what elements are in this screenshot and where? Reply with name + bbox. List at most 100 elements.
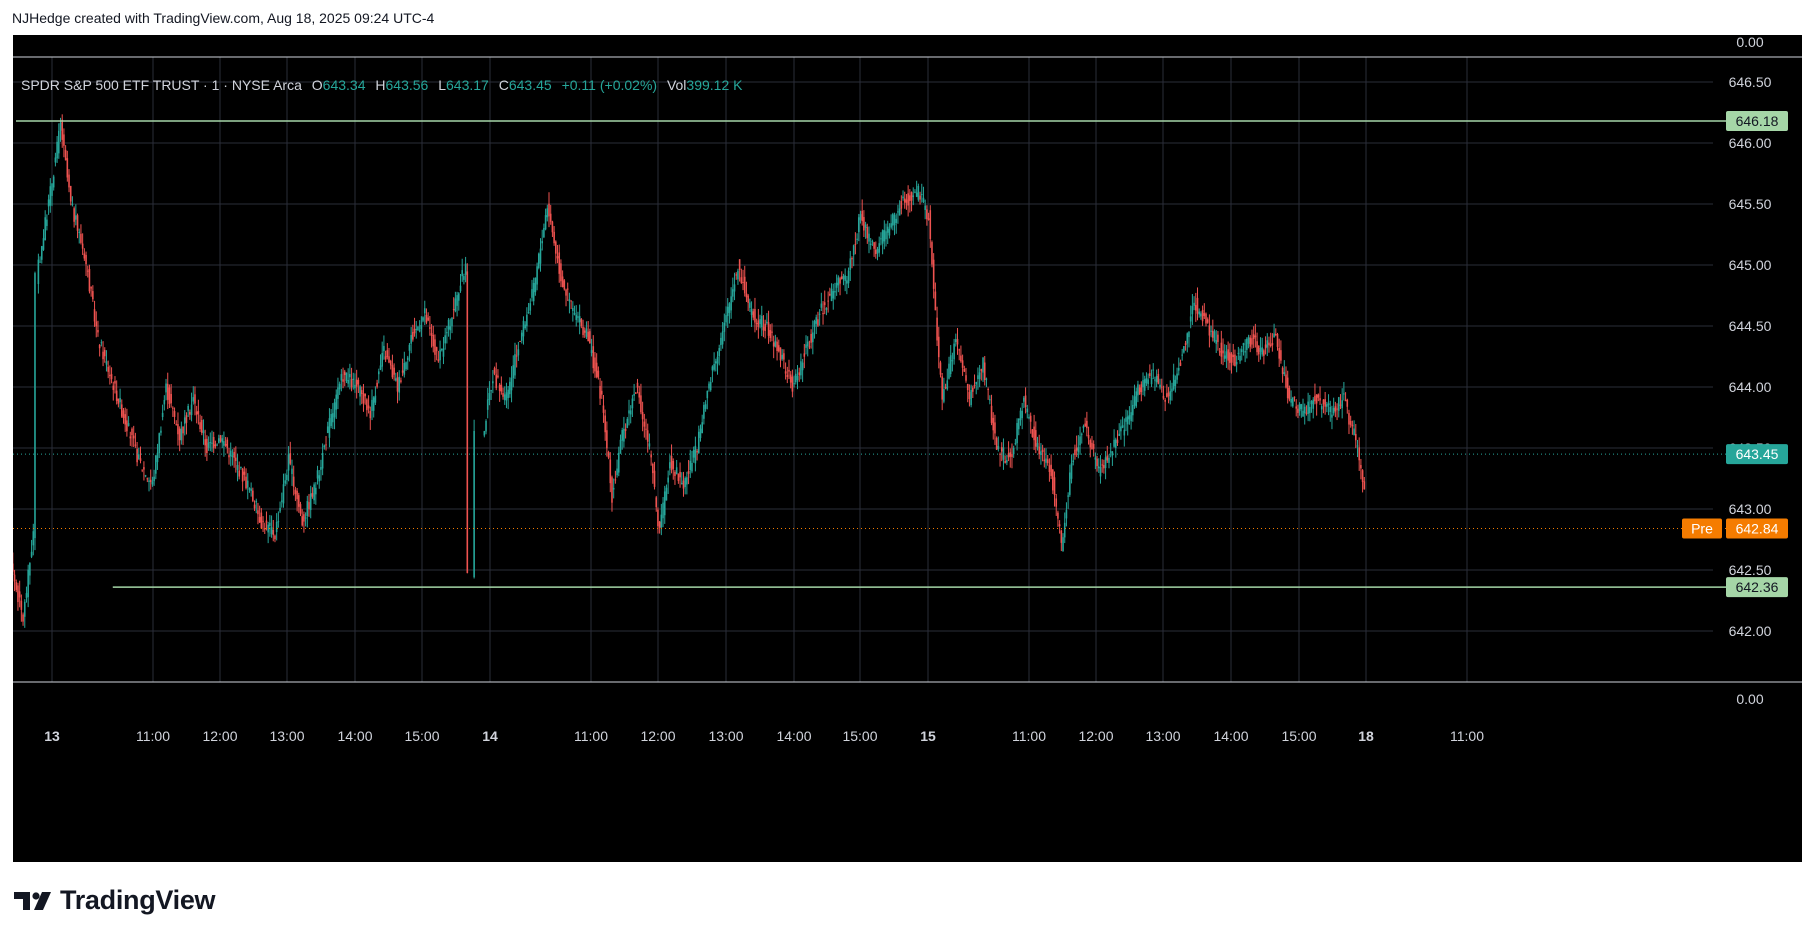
candle-body-650 bbox=[1118, 433, 1120, 436]
candle-body-175 bbox=[296, 490, 298, 500]
candle-body-292 bbox=[509, 381, 511, 395]
candle-body-661 bbox=[1137, 384, 1139, 396]
x-tick-label-9: 13:00 bbox=[708, 728, 743, 744]
candle-body-358 bbox=[621, 430, 623, 441]
candle-body-143 bbox=[241, 468, 244, 482]
candle-body-316 bbox=[549, 213, 552, 222]
candle-body-460 bbox=[795, 373, 797, 383]
tradingview-logo[interactable]: TradingView bbox=[14, 885, 216, 916]
candle-body-123 bbox=[207, 442, 210, 448]
candle-body-228 bbox=[386, 350, 389, 358]
premarket-price-line-label: 642.84 bbox=[1736, 521, 1779, 537]
candle-body-612 bbox=[1053, 477, 1056, 495]
candle-body-239 bbox=[405, 362, 407, 370]
candle-body-586 bbox=[1009, 452, 1012, 457]
candle-body-116 bbox=[195, 411, 198, 415]
candle-body-693 bbox=[1191, 306, 1194, 315]
candle-body-566 bbox=[975, 382, 978, 385]
candle-body-462 bbox=[798, 372, 801, 376]
chart-pane[interactable]: 0.00 646.50 646.00 645.50 645.00 644.50 644.00… bbox=[13, 35, 1802, 862]
candle-body-260 bbox=[440, 349, 443, 351]
candle-body-274 bbox=[464, 263, 467, 275]
candle-body-209 bbox=[354, 384, 356, 389]
candle-body-351 bbox=[609, 459, 612, 484]
candle-body-597 bbox=[1028, 417, 1030, 419]
candle-body-337 bbox=[585, 328, 588, 337]
candle-body-76 bbox=[127, 423, 130, 426]
candle-body-190 bbox=[321, 452, 324, 469]
candle-body-33 bbox=[54, 157, 57, 163]
candle-body-69 bbox=[115, 390, 118, 401]
candle-body-430 bbox=[743, 276, 746, 294]
price-chart[interactable]: 0.00 646.50 646.00 645.50 645.00 644.50 644.00… bbox=[13, 35, 1802, 862]
candle-body-427 bbox=[738, 259, 741, 270]
candle-body-357 bbox=[619, 439, 622, 454]
candle-body-28 bbox=[46, 219, 48, 226]
candle-body-142 bbox=[240, 466, 242, 468]
candle-body-66 bbox=[110, 374, 113, 380]
candle-body-645 bbox=[1109, 451, 1112, 453]
candle-body-126 bbox=[212, 436, 215, 449]
candle-body-103 bbox=[173, 411, 176, 417]
candle-body-145 bbox=[245, 476, 247, 489]
candle-body-738 bbox=[1268, 342, 1270, 346]
candle-body-574 bbox=[989, 399, 991, 401]
candle-body-331 bbox=[575, 314, 578, 320]
candle-body-255 bbox=[432, 334, 435, 347]
candle-body-533 bbox=[919, 195, 921, 200]
candle-body-80 bbox=[134, 444, 137, 446]
candle-body-673 bbox=[1157, 373, 1160, 384]
candle-body-27 bbox=[44, 217, 46, 241]
candle-body-488 bbox=[842, 276, 845, 280]
candle-body-656 bbox=[1128, 415, 1131, 420]
candle-body-47 bbox=[78, 231, 81, 234]
candle-body-523 bbox=[902, 196, 904, 199]
candle-body-434 bbox=[750, 308, 753, 315]
x-tick-label-4: 14:00 bbox=[337, 728, 372, 744]
candle-body-12 bbox=[17, 585, 19, 603]
candle-body-709 bbox=[1218, 351, 1221, 353]
candle-body-115 bbox=[194, 394, 196, 404]
candle-body-755 bbox=[1297, 408, 1299, 413]
candle-body-62 bbox=[103, 349, 106, 357]
candle-body-246 bbox=[417, 326, 419, 331]
candle-body-509 bbox=[878, 243, 881, 253]
y-tick-label-0: 646.50 bbox=[1729, 74, 1772, 90]
candle-body-737 bbox=[1266, 340, 1269, 348]
candle-body-581 bbox=[1000, 447, 1003, 452]
candle-body-559 bbox=[963, 368, 966, 372]
candle-body-42 bbox=[69, 185, 72, 202]
candle-body-711 bbox=[1222, 350, 1224, 354]
candle-body-763 bbox=[1310, 400, 1313, 405]
candle-body-332 bbox=[577, 316, 579, 318]
candle-body-713 bbox=[1225, 351, 1228, 359]
candle-body-623 bbox=[1072, 460, 1075, 463]
candle-body-85 bbox=[143, 467, 145, 470]
candle-body-770 bbox=[1322, 399, 1325, 405]
candle-body-524 bbox=[903, 198, 906, 203]
candle-body-293 bbox=[510, 377, 513, 391]
candle-body-685 bbox=[1177, 368, 1180, 371]
candle-body-341 bbox=[592, 346, 595, 369]
candle-body-684 bbox=[1176, 373, 1178, 380]
candle-body-288 bbox=[502, 393, 504, 397]
candle-body-301 bbox=[524, 324, 526, 329]
candle-body-73 bbox=[122, 410, 125, 418]
candle-body-161 bbox=[272, 529, 275, 535]
candle-body-622 bbox=[1070, 463, 1073, 479]
candle-body-478 bbox=[825, 308, 828, 310]
candle-body-13 bbox=[18, 591, 21, 598]
candle-body-317 bbox=[551, 221, 554, 233]
candle-body-257 bbox=[435, 347, 438, 352]
candle-body-356 bbox=[617, 452, 620, 473]
candle-body-514 bbox=[886, 226, 889, 233]
candle-body-771 bbox=[1324, 399, 1326, 407]
candle-body-305 bbox=[531, 289, 533, 298]
legend-open-value: 643.34 bbox=[322, 77, 366, 93]
candle-body-511 bbox=[881, 230, 884, 244]
candle-body-572 bbox=[985, 378, 988, 380]
candle-body-156 bbox=[263, 528, 266, 530]
candle-body-321 bbox=[558, 252, 561, 274]
candle-body-519 bbox=[895, 218, 898, 223]
candle-body-30 bbox=[49, 186, 52, 206]
